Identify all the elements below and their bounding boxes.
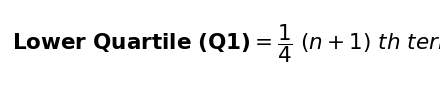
Text: $\mathbf{Lower\ Quartile\ (Q1)} = \dfrac{1}{4}\ (n+1)\ \mathit{th\ term}$: $\mathbf{Lower\ Quartile\ (Q1)} = \dfrac… xyxy=(12,22,440,65)
